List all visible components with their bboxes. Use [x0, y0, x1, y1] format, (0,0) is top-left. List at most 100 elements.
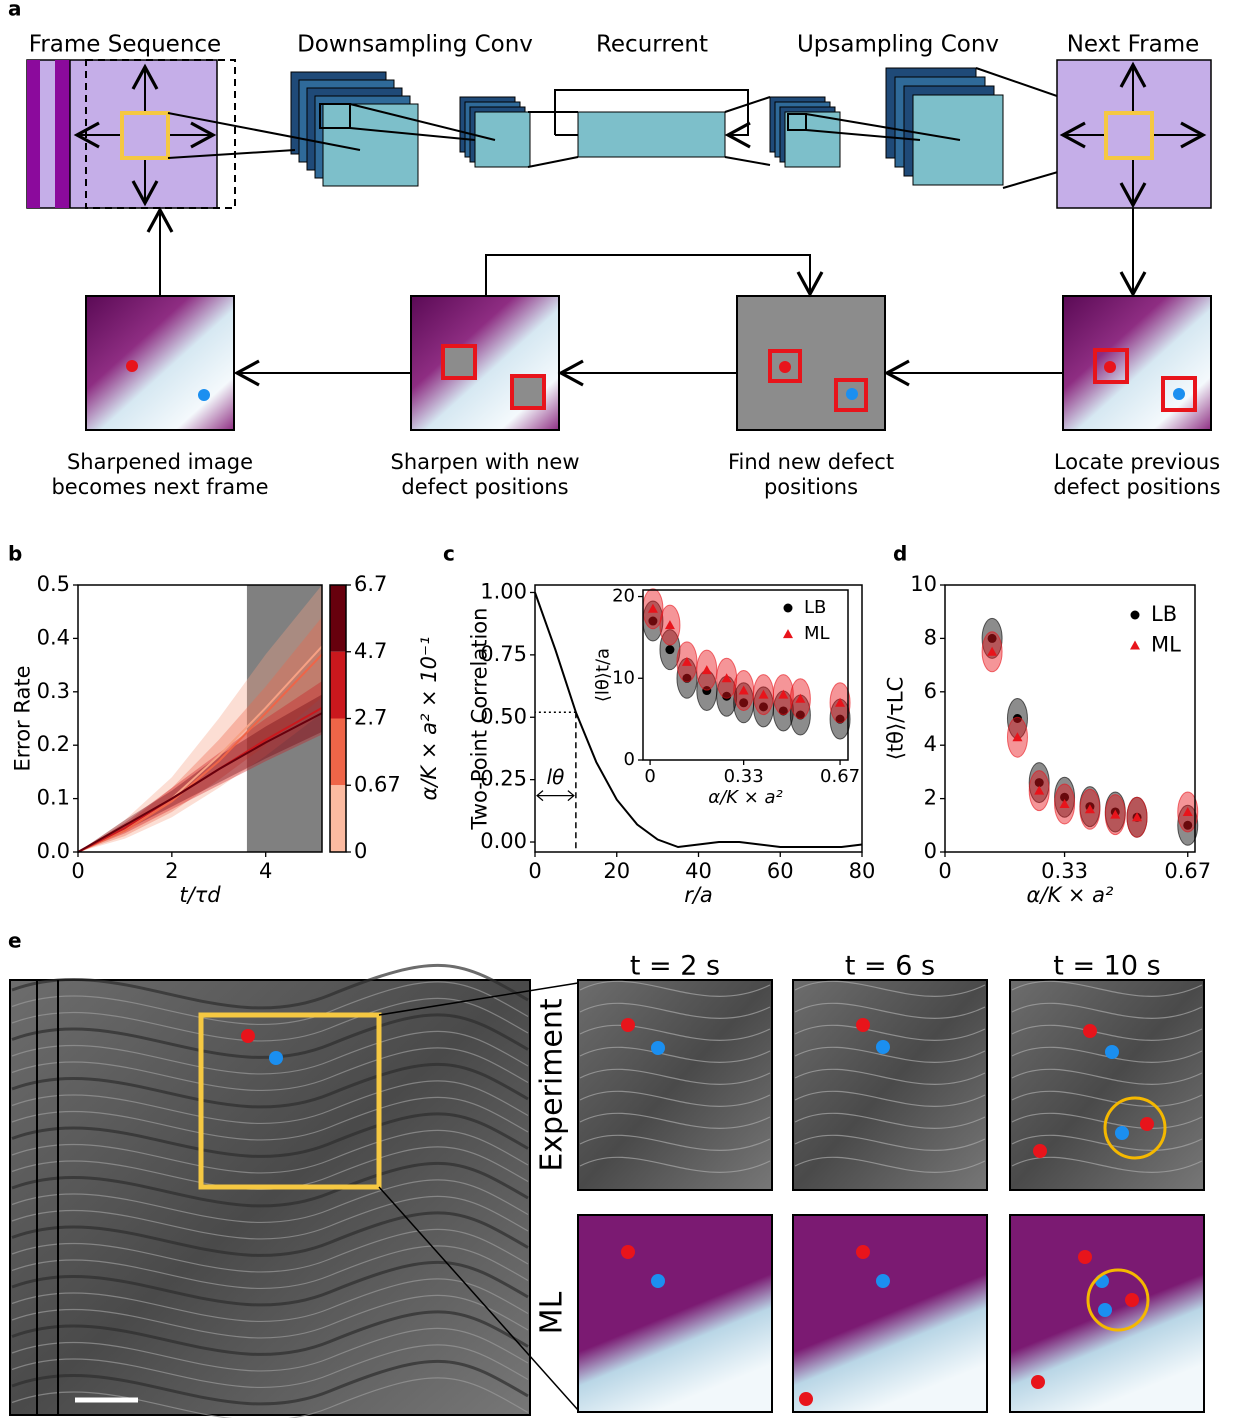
x-tick-label: 4 — [259, 859, 272, 883]
y-tick-label: 6 — [924, 679, 937, 703]
plot-frame — [642, 589, 849, 761]
texture — [11, 963, 529, 1010]
experiment-crop — [577, 979, 773, 1191]
texture — [11, 981, 529, 1026]
legend-label: ML — [804, 623, 830, 644]
marker-circle — [778, 706, 788, 716]
marker-circle — [1012, 714, 1022, 723]
connector — [724, 156, 771, 166]
marker-triangle — [1110, 809, 1121, 819]
texture — [579, 1156, 771, 1173]
marker-circle — [987, 633, 997, 643]
texture — [794, 1090, 986, 1107]
texture — [1011, 1046, 1203, 1063]
connector — [527, 156, 579, 168]
step-caption: becomes next frame — [51, 475, 268, 499]
defect-dot — [241, 1029, 255, 1043]
step-image — [85, 295, 235, 431]
texture — [11, 1146, 529, 1191]
y-tick-label: 0 — [624, 749, 635, 770]
texture — [1011, 1068, 1203, 1085]
y-axis-label: ⟨tθ⟩/τLC — [884, 677, 908, 761]
defect-dot — [1105, 1045, 1119, 1059]
x-tick-label: 0 — [71, 859, 84, 883]
defect-dot — [1125, 1293, 1139, 1307]
defect-dot — [876, 1040, 890, 1054]
y-tick-label: 0.00 — [480, 829, 527, 853]
texture — [11, 1030, 529, 1075]
defect-dot — [846, 388, 858, 400]
y-tick-label: 0.0 — [37, 839, 70, 863]
stage-title: Upsampling Conv — [797, 32, 999, 58]
experiment-crop — [792, 979, 988, 1191]
x-tick-label: 2 — [165, 859, 178, 883]
legend-label: LB — [1151, 602, 1177, 626]
texture — [11, 1294, 529, 1339]
connector — [378, 1186, 579, 1411]
y-tick-label: 0.50 — [480, 704, 527, 728]
marker-triangle — [835, 697, 846, 707]
marker-triangle — [701, 665, 712, 675]
defect-dot — [799, 1392, 813, 1406]
x-tick-label: 40 — [685, 859, 712, 883]
y-tick-label: 0.75 — [480, 642, 527, 666]
stage-title: Next Frame — [1067, 32, 1200, 58]
x-tick-label: 0.67 — [820, 766, 860, 787]
row-label: ML — [535, 1291, 570, 1334]
texture — [11, 1245, 529, 1290]
texture — [11, 1377, 529, 1422]
connector — [167, 149, 296, 159]
series-line — [77, 712, 323, 853]
legend-label: ML — [1151, 632, 1181, 656]
y-tick-label: 4 — [924, 732, 937, 756]
texture — [11, 1080, 529, 1125]
y-tick-label: 0.2 — [37, 732, 70, 756]
step-caption: defect positions — [1053, 475, 1220, 499]
texture — [1011, 1024, 1203, 1041]
texture — [1011, 1156, 1203, 1173]
marker-triangle — [738, 685, 749, 695]
step-caption: Locate previous — [1054, 450, 1220, 474]
texture — [11, 1278, 529, 1323]
defect-dot — [1104, 361, 1116, 373]
zoom-box — [198, 1012, 382, 1190]
legend-marker — [783, 603, 793, 613]
recurrent-block — [577, 111, 726, 158]
annotation-arrow — [536, 790, 575, 802]
stage-title: Downsampling Conv — [297, 32, 533, 58]
colorbar-segment — [330, 785, 346, 852]
connector — [805, 129, 921, 141]
defect-dot — [1083, 1024, 1097, 1038]
panel-letter: e — [8, 929, 22, 953]
texture — [794, 1112, 986, 1129]
colorbar-tick-label: 0.67 — [354, 772, 401, 796]
defect-dot — [621, 1018, 635, 1032]
arrow — [554, 89, 751, 149]
colorbar-segment — [330, 651, 346, 719]
defect-dot — [1140, 1117, 1154, 1131]
step-caption: defect positions — [401, 475, 568, 499]
time-label: t = 2 s — [630, 951, 720, 982]
panel-letter: b — [8, 542, 22, 566]
stage-title: Frame Sequence — [29, 32, 221, 58]
kernel — [1104, 111, 1154, 160]
step-caption: positions — [764, 475, 858, 499]
error-band — [78, 681, 322, 852]
texture — [11, 1195, 529, 1240]
x-tick-label: 60 — [767, 859, 794, 883]
y-tick-label: 0.4 — [37, 625, 70, 649]
y-tick-label: 10 — [612, 667, 635, 688]
y-tick-label: 0 — [924, 839, 937, 863]
x-axis-label: r/a — [684, 883, 713, 907]
marker-triangle — [778, 689, 789, 699]
colorbar-tick-label: 6.7 — [354, 572, 387, 596]
texture — [11, 1161, 529, 1208]
experiment-image — [9, 979, 531, 1416]
marker-triangle — [1182, 806, 1193, 816]
texture — [579, 1002, 771, 1019]
defect-dot — [1031, 1375, 1045, 1389]
marker-circle — [1034, 778, 1044, 788]
colorbar-tick-label: 2.7 — [354, 706, 387, 730]
defect-dot — [269, 1051, 283, 1065]
texture — [794, 1156, 986, 1173]
